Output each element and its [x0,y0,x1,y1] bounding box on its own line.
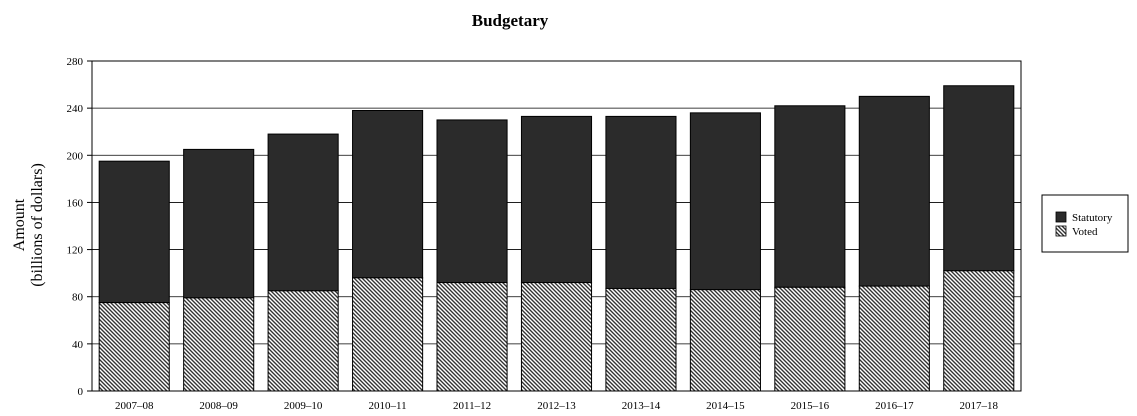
bars [98,85,1015,392]
x-tick-label: 2007–08 [115,400,154,412]
bar-voted [183,297,255,392]
x-tick-label: 2008–09 [199,400,238,412]
bar-voted [98,302,170,392]
bar-statutory [858,95,930,287]
bar-statutory [520,115,593,284]
x-tick-label: 2012–13 [537,400,576,412]
y-tick-label: 0 [78,386,84,398]
legend-swatch-statutory [1055,211,1067,223]
y-axis-label: Amount (billions of dollars) [11,163,46,287]
x-tick-label: 2011–12 [453,400,491,412]
x-tick-label: 2010–11 [369,400,407,412]
bar-voted [352,277,424,392]
x-tick-label: 2009–10 [284,400,323,412]
x-tick-label: 2017–18 [960,400,999,412]
legend-label-voted: Voted [1072,226,1098,238]
bar-voted [605,287,677,392]
y-tick-label: 80 [72,292,84,304]
bar-statutory [943,85,1015,272]
bar-statutory [183,148,255,299]
bar-voted [774,286,846,392]
y-tick-label: 200 [67,150,84,162]
bar-voted [689,289,761,392]
y-tick-label: 240 [67,103,84,115]
y-tick-label: 280 [67,56,84,68]
bar-voted [436,282,508,392]
chart-title: Budgetary [472,11,549,30]
bar-voted [520,282,593,392]
bar-statutory [98,160,170,304]
x-tick-label: 2014–15 [706,400,745,412]
bar-statutory [774,105,846,288]
y-tick-label: 160 [67,197,84,209]
y-axis-label-line-2: (billions of dollars) [29,163,46,287]
y-axis-label-line-1: Amount [11,198,28,251]
plot-area [91,60,1022,392]
bar-statutory [689,112,761,291]
legend-label-statutory: Statutory [1072,212,1113,224]
y-tick-label: 120 [67,245,84,257]
bar-statutory [267,133,339,292]
legend-box [1041,194,1129,253]
y-tick-label: 40 [72,339,84,351]
legend-swatch-voted [1055,225,1067,237]
x-tick-label: 2016–17 [875,400,914,412]
bar-voted [267,290,339,392]
x-tick-label: 2015–16 [791,400,830,412]
bar-statutory [352,110,424,279]
bar-voted [943,270,1015,392]
x-tick-label: 2013–14 [622,400,661,412]
y-axis-ticks: 0 40 80 120 160 200 240 280 [67,56,92,398]
bar-statutory [436,119,508,284]
bar-voted [858,285,930,392]
x-axis-ticks: 2007–08 2008–09 2009–10 2010–11 2011–12 2012–… [115,400,999,412]
bar-statutory [605,115,677,289]
legend: Statutory Voted [1041,194,1129,253]
